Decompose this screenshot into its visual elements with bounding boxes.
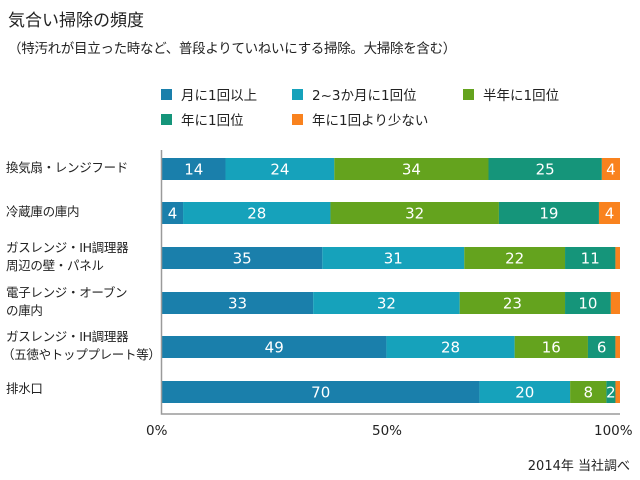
- bar-segment: [162, 292, 314, 314]
- category-label-line: ガスレンジ・IH調理器: [6, 240, 129, 255]
- chart-subtitle: （特汚れが目立った時など、普段よりていねいにする掃除。大掃除を含む）: [8, 41, 456, 57]
- legend-label: 月に1回以上: [181, 88, 258, 104]
- category-label: 排水口: [6, 380, 43, 398]
- bar-value-label: 24: [270, 161, 289, 179]
- category-label-line: の庫内: [6, 303, 43, 318]
- bar-segment: [615, 381, 620, 403]
- bar-segment: [162, 247, 323, 269]
- bar-segment: [162, 202, 184, 224]
- source-note: 2014年 当社調べ: [527, 459, 630, 474]
- legend-label: 年に1回より少ない: [312, 113, 429, 129]
- bar-segment: [464, 247, 566, 269]
- legend-swatch: [161, 88, 172, 100]
- bar-segment: [183, 202, 331, 224]
- bar-value-label: 22: [505, 250, 524, 268]
- bar-segment: [225, 158, 335, 180]
- category-label-line: ガスレンジ・IH調理器: [6, 329, 129, 344]
- legend-label: 半年に1回位: [483, 88, 560, 104]
- category-label-line: 冷蔵庫の庫内: [6, 204, 80, 219]
- axis-line: [160, 150, 620, 415]
- bar-value-label: 20: [515, 384, 534, 402]
- category-label-line: （五徳やトッププレート等）: [2, 347, 161, 362]
- bar-segment: [162, 336, 387, 358]
- bar-segment: [598, 202, 620, 224]
- bar-segment: [610, 292, 620, 314]
- x-tick-label: 100%: [594, 423, 633, 439]
- bar-value-label: 11: [581, 250, 600, 268]
- bar-value-label: 4: [168, 205, 178, 223]
- bar-segment: [587, 336, 616, 358]
- bar-value-label: 70: [311, 384, 330, 402]
- legend-item: 2~3か月に1回位: [292, 87, 417, 104]
- bar-value-label: 2: [606, 384, 616, 402]
- legend-swatch: [161, 113, 172, 125]
- bar-value-label: 8: [583, 384, 593, 402]
- legend-swatch: [463, 88, 474, 100]
- bar-segment: [570, 381, 607, 403]
- bar-value-label: 28: [441, 339, 460, 357]
- bar-value-label: 4: [606, 161, 616, 179]
- legend-item: 月に1回以上: [161, 87, 258, 104]
- bar-segment: [565, 247, 616, 269]
- category-label: ガスレンジ・IH調理器 周辺の壁・パネル: [6, 239, 129, 275]
- bar-segment: [488, 158, 602, 180]
- legend-label: 2~3か月に1回位: [312, 88, 417, 104]
- bar-value-label: 33: [228, 295, 247, 313]
- bar-segment: [565, 292, 611, 314]
- bar-value-label: 19: [539, 205, 558, 223]
- legend-item: 年に1回位: [161, 112, 244, 129]
- category-label-line: 電子レンジ・オーブン: [6, 285, 128, 300]
- bar-value-label: 28: [247, 205, 266, 223]
- bar-segment: [601, 158, 620, 180]
- bar-segment: [334, 158, 489, 180]
- bar-value-label: 14: [184, 161, 203, 179]
- legend-swatch: [292, 113, 303, 125]
- bar-segment: [313, 292, 460, 314]
- bar-value-label: 6: [597, 339, 607, 357]
- bar-value-label: 31: [384, 250, 403, 268]
- bar-segment: [479, 381, 571, 403]
- bar-value-label: 10: [578, 295, 597, 313]
- bar-value-label: 23: [503, 295, 522, 313]
- category-label: 電子レンジ・オーブン の庫内: [6, 284, 128, 320]
- legend-label: 年に1回位: [181, 113, 244, 129]
- category-label-line: 排水口: [6, 381, 43, 396]
- legend-swatch: [292, 88, 303, 100]
- bar-segment: [330, 202, 499, 224]
- bar-segment: [615, 336, 620, 358]
- bar-value-label: 34: [402, 161, 421, 179]
- bar-segment: [615, 247, 620, 269]
- bar-value-label: 32: [377, 295, 396, 313]
- bar-segment: [322, 247, 465, 269]
- bar-value-label: 4: [605, 205, 615, 223]
- category-label-line: 換気扇・レンジフード: [6, 160, 129, 175]
- category-label: 換気扇・レンジフード: [6, 159, 128, 177]
- chart-title: 気合い掃除の頻度: [8, 11, 144, 31]
- bar-value-label: 25: [536, 161, 555, 179]
- bar-segment: [459, 292, 566, 314]
- bar-segment: [498, 202, 599, 224]
- bar-segment: [386, 336, 515, 358]
- bar-segment: [162, 381, 480, 403]
- bar-value-label: 32: [405, 205, 424, 223]
- legend-item: 半年に1回位: [463, 87, 560, 104]
- bar-value-label: 16: [542, 339, 561, 357]
- x-tick-label: 50%: [372, 423, 403, 439]
- category-label: ガスレンジ・IH調理器 （五徳やトッププレート等）: [2, 328, 161, 364]
- category-label: 冷蔵庫の庫内: [6, 203, 80, 221]
- category-label-line: 周辺の壁・パネル: [6, 258, 104, 273]
- bar-segment: [162, 158, 226, 180]
- bar-value-label: 35: [233, 250, 252, 268]
- x-tick-label: 0%: [146, 423, 168, 439]
- bar-value-label: 49: [265, 339, 284, 357]
- legend-item: 年に1回より少ない: [292, 112, 429, 129]
- bar-segment: [606, 381, 616, 403]
- bar-segment: [514, 336, 588, 358]
